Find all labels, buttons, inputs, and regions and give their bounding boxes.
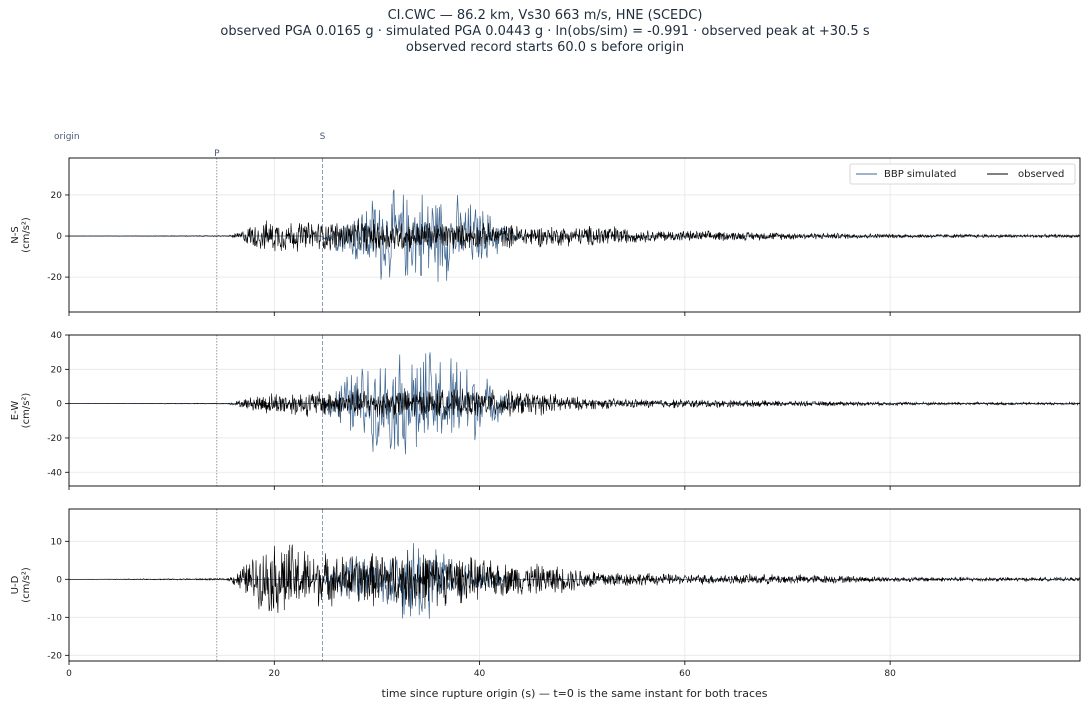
panel-frame <box>68 157 1081 313</box>
chart-title-line-1: CI.CWC — 86.2 km, Vs30 663 m/s, HNE (SCE… <box>387 8 703 23</box>
p-marker-label: P <box>214 149 220 159</box>
y-tick-label: 40 <box>51 331 63 341</box>
panel-frame <box>68 508 1081 662</box>
x-tick-label: 80 <box>884 669 896 679</box>
y-tick-label: -10 <box>47 613 62 623</box>
panel-frame <box>68 334 1081 487</box>
y-tick-label: -20 <box>47 273 62 283</box>
panel-e-w: -40 -20 0 20 40 E-W(cm/s²) <box>10 331 1081 490</box>
panel-n-s: -20 0 20 N-S(cm/s²) <box>10 157 1081 316</box>
x-tick-label: 60 <box>679 669 691 679</box>
s-marker-label: S <box>320 132 326 142</box>
y-tick-label: -20 <box>47 434 62 444</box>
series-observed <box>69 388 1081 421</box>
x-tick-label: 20 <box>269 669 281 679</box>
legend-entry-observed: observed <box>1018 169 1064 180</box>
origin-marker-label: origin <box>54 132 80 142</box>
y-tick-label: -40 <box>47 468 62 478</box>
y-tick-label: 0 <box>56 400 62 410</box>
x-tick-label: 0 <box>66 669 72 679</box>
x-tick-label: 40 <box>474 669 486 679</box>
y-tick-label: 20 <box>51 365 63 375</box>
y-axis-label: U-D(cm/s²) <box>10 567 32 603</box>
y-axis-label: N-S(cm/s²) <box>10 217 32 253</box>
series-observed <box>69 218 1081 252</box>
series-observed <box>69 544 1081 613</box>
chart-title-line-2: observed PGA 0.0165 g · simulated PGA 0.… <box>220 24 870 39</box>
y-tick-label: 0 <box>56 575 62 585</box>
legend-box <box>849 163 1076 185</box>
y-tick-label: 10 <box>51 537 63 547</box>
x-axis-label: time since rupture origin (s) — t=0 is t… <box>382 687 768 700</box>
legend: BBP simulated observed <box>849 163 1076 185</box>
legend-entry-simulated: BBP simulated <box>884 169 956 180</box>
y-tick-label: 20 <box>51 191 63 201</box>
chart-title-line-3: observed record starts 60.0 s before ori… <box>405 40 685 55</box>
y-axis-label: E-W(cm/s²) <box>10 393 32 429</box>
y-tick-label: 0 <box>56 232 62 242</box>
y-tick-label: -20 <box>47 651 62 661</box>
panel-u-d: -20 -10 0 10 U-D(cm/s²) <box>10 508 1081 665</box>
